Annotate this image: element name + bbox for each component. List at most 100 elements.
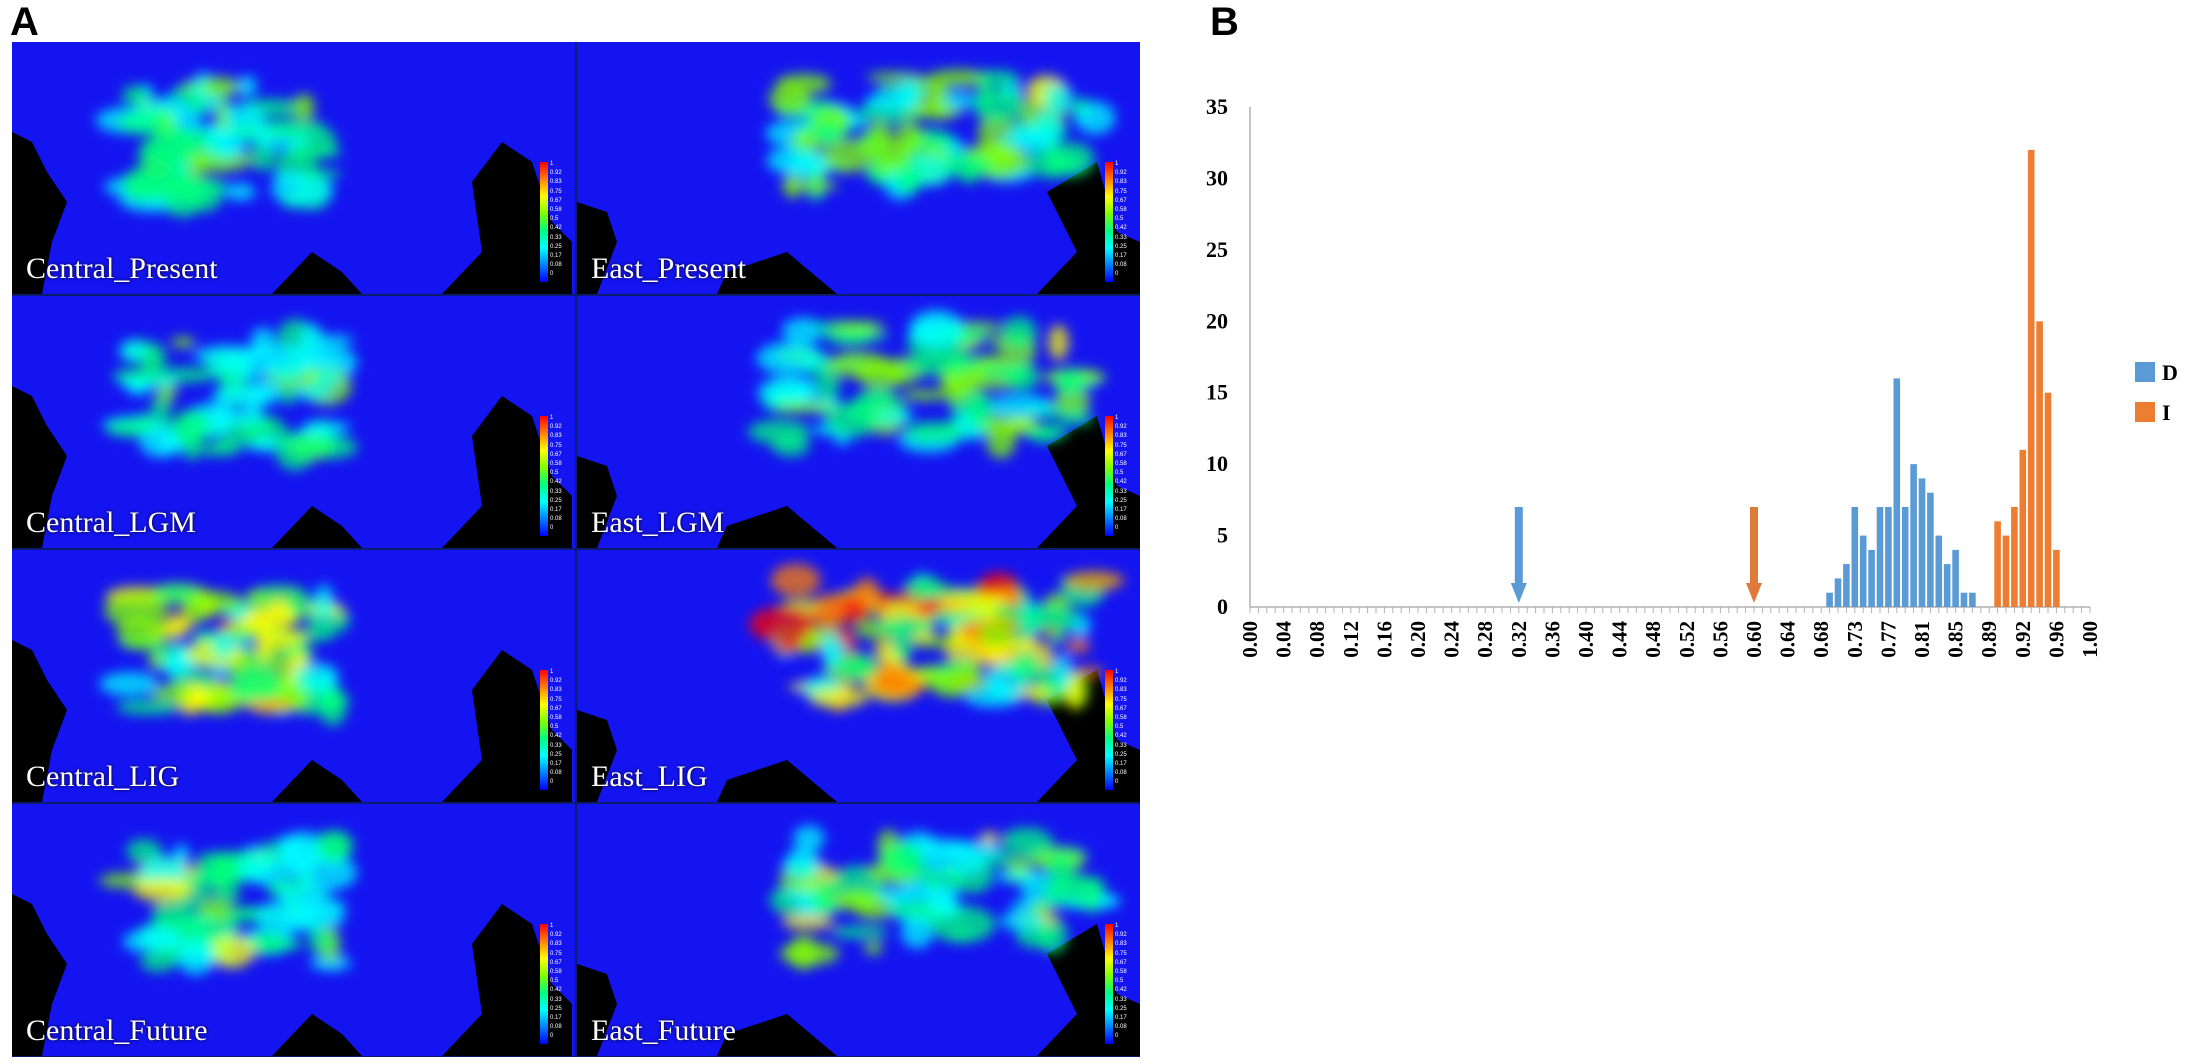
bar-d <box>1910 464 1917 607</box>
colorbar-tick: 0.67 <box>1115 197 1127 204</box>
x-tick-label: 0.81 <box>1910 621 1934 658</box>
colorbar-tick: 0.92 <box>1115 678 1127 685</box>
colorbar-tick: 0.08 <box>550 262 562 269</box>
colorbar-tick: 0.58 <box>550 968 562 975</box>
x-tick-label: 0.85 <box>1944 621 1968 658</box>
niche-overlap-histogram: 0 5 10 15 20 25 30 35 0.00 0.04 0.08 0.12 0.16 0.20 0.… <box>1206 94 2178 658</box>
suitability-colorbar <box>540 924 548 1044</box>
colorbar-tick: 0.75 <box>1115 188 1127 195</box>
bar-d <box>1893 378 1901 607</box>
x-tick-label: 1.00 <box>2078 621 2102 658</box>
bar-d <box>1826 592 1833 607</box>
bar-i <box>2002 535 2010 607</box>
map-label: Central_LIG <box>26 760 180 793</box>
x-tick-label: 0.52 <box>1675 621 1699 658</box>
bar-d <box>1868 549 1875 607</box>
colorbar-tick: 0.08 <box>1115 262 1127 269</box>
colorbar-tick: 0.83 <box>1115 687 1127 694</box>
colorbar-tick: 0.17 <box>1115 506 1127 513</box>
colorbar-tick: 0.83 <box>1115 941 1127 948</box>
map-central-lig: 1 0.92 0.83 0.75 0.67 0.58 0.5 0.42 0.33 0.25 0.17… <box>12 550 575 802</box>
colorbar-tick-labels: 1 0.92 0.83 0.75 0.67 0.58 0.5 0.42 0.33 0.25 0.17… <box>550 160 572 280</box>
colorbar-tick: 0.75 <box>1115 950 1127 957</box>
bar-i <box>2044 392 2052 607</box>
x-tick-label: 0.12 <box>1339 621 1363 658</box>
y-tick-label: 15 <box>1206 380 1228 405</box>
colorbar-tick: 0.58 <box>550 460 562 467</box>
bar-d <box>1859 535 1867 607</box>
bar-d <box>1834 578 1842 607</box>
bar-d <box>1885 507 1892 607</box>
map-label: East_Present <box>591 252 746 285</box>
bar-i <box>2036 321 2043 607</box>
marker-arrow-head <box>1510 583 1527 603</box>
colorbar-tick: 0.5 <box>550 470 559 477</box>
colorbar-tick: 0.92 <box>550 424 562 431</box>
marker-arrow-shaft <box>1750 507 1758 585</box>
bar-d <box>1935 535 1943 607</box>
colorbar-tick: 0.25 <box>550 497 562 504</box>
colorbar-tick: 0.08 <box>550 770 562 777</box>
map-image <box>12 583 572 802</box>
colorbar-tick: 0.17 <box>550 760 562 767</box>
panel-a-label: A <box>10 0 39 44</box>
bar-d <box>1843 564 1850 607</box>
land-mask <box>577 162 1140 294</box>
colorbar-tick: 0 <box>1115 779 1119 786</box>
x-tick-label: 0.89 <box>1977 621 2001 658</box>
colorbar-tick: 0.25 <box>550 751 562 758</box>
colorbar-tick: 0.42 <box>550 225 562 232</box>
colorbar-tick: 0.5 <box>1115 724 1124 731</box>
bar-d <box>1918 478 1926 607</box>
map-label: Central_Future <box>26 1014 208 1047</box>
map-central-present: 1 0.92 0.83 0.75 0.67 0.58 0.5 0.42 0.33 0.25 0.17… <box>12 42 575 294</box>
colorbar-tick: 0.67 <box>550 197 562 204</box>
land-mask <box>12 386 572 548</box>
colorbar-tick: 0.58 <box>550 714 562 721</box>
x-tick-label: 0.44 <box>1608 621 1632 658</box>
colorbar-tick: 0.75 <box>550 442 562 449</box>
colorbar-tick: 0.5 <box>550 724 559 731</box>
legend-label-i: I <box>2162 400 2171 425</box>
y-tick-label: 35 <box>1206 94 1228 119</box>
bar-i <box>2019 449 2027 607</box>
x-tick-label: 0.36 <box>1540 621 1564 658</box>
colorbar-tick: 0.5 <box>550 978 559 985</box>
colorbar-tick: 0.42 <box>550 733 562 740</box>
marker-arrow-head <box>1746 583 1762 603</box>
colorbar-tick: 0.08 <box>550 516 562 523</box>
suitability-colorbar <box>1105 924 1113 1044</box>
colorbar-tick: 0.67 <box>1115 451 1127 458</box>
x-tick-label: 0.40 <box>1574 621 1598 658</box>
colorbar-tick: 0.08 <box>1115 1024 1127 1031</box>
map-image <box>12 71 572 294</box>
x-tick-label: 0.32 <box>1507 621 1531 658</box>
colorbar-tick: 0.67 <box>1115 705 1127 712</box>
map-image <box>12 830 572 1056</box>
colorbar-tick: 1 <box>550 161 554 167</box>
x-tick-label: 0.96 <box>2044 621 2068 658</box>
colorbar-tick: 0.92 <box>550 170 562 177</box>
colorbar-tick: 0.67 <box>1115 959 1127 966</box>
colorbar-tick: 0.83 <box>550 433 562 440</box>
colorbar-tick: 0.25 <box>1115 1005 1127 1012</box>
colorbar-tick: 0.33 <box>1115 234 1127 241</box>
colorbar-tick: 1 <box>1115 161 1119 167</box>
land-mask <box>577 924 1140 1056</box>
map-label: East_LGM <box>591 506 725 539</box>
colorbar-tick: 0.08 <box>1115 516 1127 523</box>
colorbar-tick: 0.5 <box>1115 470 1124 477</box>
map-central-lgm: 1 0.92 0.83 0.75 0.67 0.58 0.5 0.42 0.33 0.25 0.17… <box>12 296 575 548</box>
colorbar-tick: 0.25 <box>1115 751 1127 758</box>
legend-swatch-d <box>2135 362 2155 382</box>
colorbar-tick-labels: 1 0.92 0.83 0.75 0.67 0.58 0.5 0.42 0.33 0.25 0.17… <box>550 922 572 1042</box>
colorbar-tick: 0.58 <box>1115 206 1127 213</box>
map-image <box>577 69 1140 294</box>
bar-i <box>2027 149 2035 607</box>
colorbar-tick: 0.67 <box>550 705 562 712</box>
colorbar-tick: 0.42 <box>550 987 562 994</box>
x-tick-label: 0.73 <box>1843 621 1867 658</box>
colorbar-tick: 0.75 <box>550 188 562 195</box>
colorbar-tick: 0.42 <box>550 479 562 486</box>
x-tick-label: 0.00 <box>1238 621 1262 658</box>
